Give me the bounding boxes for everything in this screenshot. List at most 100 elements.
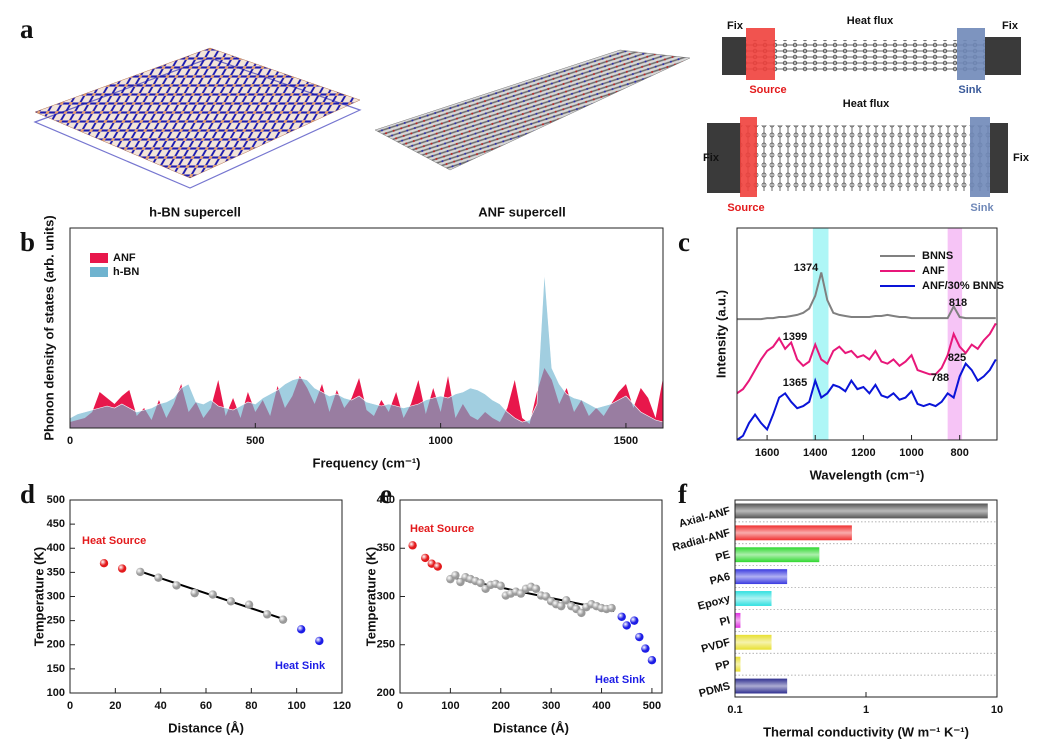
source-block [746, 28, 775, 80]
bar-shine [735, 547, 820, 563]
y-tick-label: 450 [47, 518, 65, 530]
panel-letter: c [678, 227, 690, 257]
point [557, 601, 566, 611]
point [190, 588, 199, 598]
annotation: 788 [931, 372, 949, 384]
fix-block [707, 123, 741, 193]
x-axis-label: Wavelength (cm⁻¹) [810, 467, 925, 482]
category-label: PI [718, 615, 731, 629]
series-label: Heat Sink [595, 674, 646, 686]
x-tick-label: 40 [155, 700, 167, 712]
legend-label: ANF [922, 265, 945, 277]
legend-label: ANF/30% BNNS [922, 280, 1004, 292]
y-tick-label: 200 [377, 687, 395, 699]
flux-label: Heat flux [847, 15, 894, 27]
structure-label: ANF supercell [478, 204, 565, 219]
anf-model [374, 49, 691, 171]
point [278, 615, 288, 624]
y-tick-label: 400 [377, 494, 395, 506]
point [172, 581, 181, 590]
x-tick-label: 1000 [428, 435, 452, 447]
x-tick-label: 1400 [803, 447, 827, 459]
point [117, 564, 127, 573]
y-tick-label: 100 [47, 687, 65, 699]
highlight-band [947, 228, 963, 440]
bar-shine [735, 525, 852, 541]
category-label: PE [714, 549, 731, 564]
point [433, 562, 442, 571]
point [635, 632, 644, 642]
bar-shine [735, 591, 772, 606]
chains [746, 40, 986, 72]
y-axis-label: Phonon density of states (arb. units) [41, 215, 56, 440]
fix-label: Fix [703, 152, 720, 164]
x-axis-label: Thermal conductivity (W m⁻¹ K⁻¹) [763, 724, 969, 739]
point [451, 571, 460, 580]
annotation: 825 [948, 352, 966, 364]
line [736, 358, 997, 441]
series-label: Heat Source [410, 523, 474, 535]
y-tick-label: 300 [47, 590, 65, 602]
point [244, 600, 254, 609]
source-label: Source [727, 202, 764, 214]
bar-shine [735, 612, 741, 628]
x-axis-label: Distance (Å) [493, 720, 569, 735]
point [420, 553, 430, 563]
x-tick-label: 400 [592, 700, 610, 712]
point [577, 608, 586, 618]
fix-block [990, 123, 1008, 193]
y-tick-label: 200 [47, 639, 65, 651]
point [496, 581, 505, 591]
x-tick-label: 60 [200, 700, 212, 712]
sink-block [957, 28, 985, 80]
sink-label: Sink [958, 84, 982, 96]
annotation: 1374 [794, 262, 819, 274]
point [297, 625, 306, 634]
x-tick-label: 120 [333, 700, 351, 712]
sink-block [970, 117, 990, 197]
y-tick-label: 400 [47, 542, 65, 554]
legend-swatch [90, 267, 108, 277]
y-tick-label: 150 [47, 663, 65, 675]
x-tick-label: 1000 [899, 447, 923, 459]
panel-letter: b [20, 227, 35, 257]
x-tick-label: 10 [991, 704, 1003, 716]
point [607, 603, 616, 613]
point [408, 541, 417, 550]
y-axis-label: Temperature (K) [31, 547, 46, 646]
x-tick-label: 200 [492, 700, 510, 712]
category-label: PVDF [700, 636, 732, 655]
point [641, 644, 650, 653]
point [647, 655, 657, 665]
fix-label: Fix [727, 20, 744, 32]
point [622, 621, 631, 630]
bar-shine [735, 634, 772, 650]
panel-letter: f [678, 479, 688, 509]
point [315, 636, 324, 646]
fix-label: Fix [1013, 152, 1030, 164]
fix-block [985, 37, 1021, 75]
bar-shine [735, 569, 788, 585]
category-label: Epoxy [697, 592, 733, 612]
y-tick-label: 300 [377, 590, 395, 602]
legend-label: h-BN [113, 266, 139, 278]
line [737, 272, 996, 321]
hbn-layer [34, 47, 361, 179]
point [531, 584, 541, 593]
x-tick-label: 0.1 [727, 704, 742, 716]
point [562, 596, 571, 605]
fix-block [722, 37, 746, 75]
structure-label: h-BN supercell [149, 204, 241, 219]
category-label: PP [714, 658, 731, 673]
x-axis-label: Frequency (cm⁻¹) [313, 455, 421, 470]
line [736, 322, 997, 395]
flux-label: Heat flux [843, 98, 890, 110]
x-tick-label: 100 [441, 700, 459, 712]
annotation: 818 [949, 297, 967, 309]
y-tick-label: 350 [47, 566, 65, 578]
x-tick-label: 80 [245, 700, 257, 712]
y-tick-label: 350 [377, 542, 395, 554]
category-label: PA6 [709, 571, 732, 588]
y-axis-label: Temperature (K) [363, 547, 378, 646]
point [136, 567, 145, 577]
